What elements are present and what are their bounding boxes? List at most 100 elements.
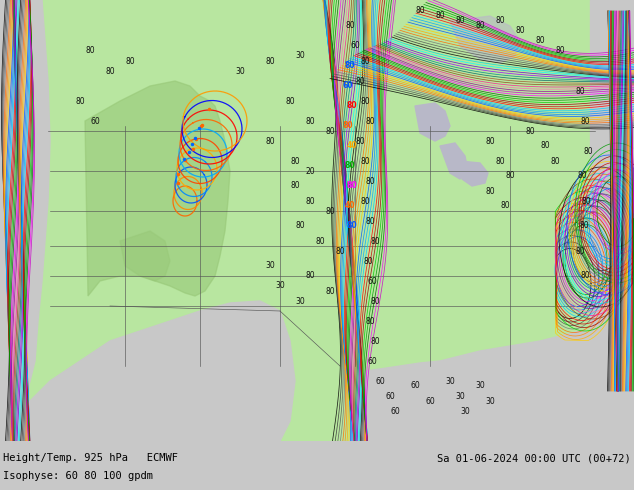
Text: 80: 80 (325, 126, 335, 136)
Text: 20: 20 (305, 167, 315, 175)
Text: 80: 80 (360, 196, 370, 205)
Polygon shape (0, 301, 295, 441)
Text: 80: 80 (535, 36, 545, 46)
Text: 80: 80 (355, 137, 365, 146)
Polygon shape (85, 81, 230, 296)
Text: 80: 80 (265, 137, 275, 146)
Text: 80: 80 (345, 162, 355, 171)
Text: 60: 60 (350, 42, 360, 50)
Text: 80: 80 (325, 206, 335, 216)
Text: Height/Temp. 925 hPa   ECMWF: Height/Temp. 925 hPa ECMWF (3, 453, 178, 463)
Text: 80: 80 (370, 237, 380, 245)
Text: 80: 80 (365, 117, 375, 125)
Text: 80: 80 (345, 22, 355, 30)
Text: 80: 80 (347, 181, 358, 191)
Text: 80: 80 (315, 237, 325, 245)
Text: 80: 80 (435, 11, 445, 21)
Text: 80: 80 (325, 287, 335, 295)
Text: 80: 80 (579, 221, 589, 230)
Polygon shape (0, 0, 50, 441)
Polygon shape (0, 0, 634, 441)
Polygon shape (415, 103, 450, 141)
Text: 30: 30 (295, 296, 305, 305)
Text: 80: 80 (105, 67, 115, 75)
Text: Isophyse: 60 80 100 gpdm: Isophyse: 60 80 100 gpdm (3, 471, 153, 481)
Text: 30: 30 (485, 396, 495, 406)
Text: 80: 80 (515, 26, 525, 35)
Text: 80: 80 (363, 256, 373, 266)
Text: 80: 80 (575, 87, 585, 96)
Text: 80: 80 (485, 137, 495, 146)
Text: 80: 80 (525, 126, 535, 136)
Text: 80: 80 (370, 337, 380, 345)
Text: 80: 80 (347, 221, 358, 230)
Text: 30: 30 (275, 281, 285, 291)
Text: 30: 30 (295, 51, 305, 60)
Text: 80: 80 (305, 196, 315, 205)
Polygon shape (440, 143, 468, 179)
Polygon shape (120, 231, 170, 281)
Text: 80: 80 (540, 142, 550, 150)
Text: 80: 80 (75, 97, 85, 105)
Text: 80: 80 (365, 217, 375, 225)
Text: 60: 60 (425, 396, 435, 406)
Text: 80: 80 (495, 17, 505, 25)
Text: 80: 80 (355, 76, 365, 85)
Polygon shape (450, 16, 520, 63)
Text: 80: 80 (370, 296, 380, 305)
Text: 80: 80 (577, 172, 587, 180)
Text: 80: 80 (555, 47, 565, 55)
Text: 30: 30 (445, 376, 455, 386)
Text: 60: 60 (343, 81, 353, 91)
Text: 80: 80 (495, 156, 505, 166)
Text: 60: 60 (367, 276, 377, 286)
Text: 80: 80 (575, 246, 585, 255)
Text: 30: 30 (265, 262, 275, 270)
Text: 60: 60 (375, 376, 385, 386)
Polygon shape (460, 161, 488, 186)
Text: 30: 30 (460, 407, 470, 416)
Text: 80: 80 (85, 47, 95, 55)
Text: 60: 60 (367, 357, 377, 366)
Text: 80: 80 (455, 17, 465, 25)
Text: 80: 80 (550, 156, 560, 166)
Text: 80: 80 (343, 122, 353, 130)
Text: 80: 80 (505, 172, 515, 180)
Text: 80: 80 (265, 56, 275, 66)
Text: 80: 80 (295, 221, 305, 230)
Text: 60: 60 (410, 382, 420, 391)
Text: 30: 30 (235, 67, 245, 75)
Text: 80: 80 (415, 6, 425, 16)
Text: 30: 30 (475, 382, 485, 391)
Text: 40: 40 (347, 142, 357, 150)
Text: 30: 30 (455, 392, 465, 400)
Text: 80: 80 (305, 117, 315, 125)
Text: 80: 80 (345, 62, 355, 71)
Text: 80: 80 (360, 156, 370, 166)
Text: 80: 80 (581, 196, 591, 205)
Text: 60: 60 (90, 117, 100, 125)
Text: 80: 80 (290, 181, 300, 191)
Text: 80: 80 (365, 317, 375, 325)
Text: 80: 80 (580, 117, 590, 125)
Text: 80: 80 (305, 271, 315, 280)
Text: 40: 40 (345, 201, 355, 211)
Text: 80: 80 (360, 97, 370, 105)
Text: 80: 80 (347, 101, 358, 111)
Text: 80: 80 (583, 147, 593, 155)
Text: 80: 80 (290, 156, 300, 166)
Text: 80: 80 (335, 246, 345, 255)
Text: 80: 80 (500, 201, 510, 211)
Polygon shape (350, 331, 634, 441)
Text: 80: 80 (485, 187, 495, 196)
Text: 80: 80 (285, 97, 295, 105)
Text: 60: 60 (385, 392, 395, 400)
Text: 80: 80 (580, 271, 590, 280)
Text: 80: 80 (360, 56, 370, 66)
Polygon shape (590, 0, 634, 341)
Text: 80: 80 (125, 56, 135, 66)
Text: 60: 60 (390, 407, 400, 416)
Text: Sa 01-06-2024 00:00 UTC (00+72): Sa 01-06-2024 00:00 UTC (00+72) (437, 453, 631, 463)
Text: 80: 80 (476, 22, 485, 30)
Text: 80: 80 (365, 176, 375, 186)
